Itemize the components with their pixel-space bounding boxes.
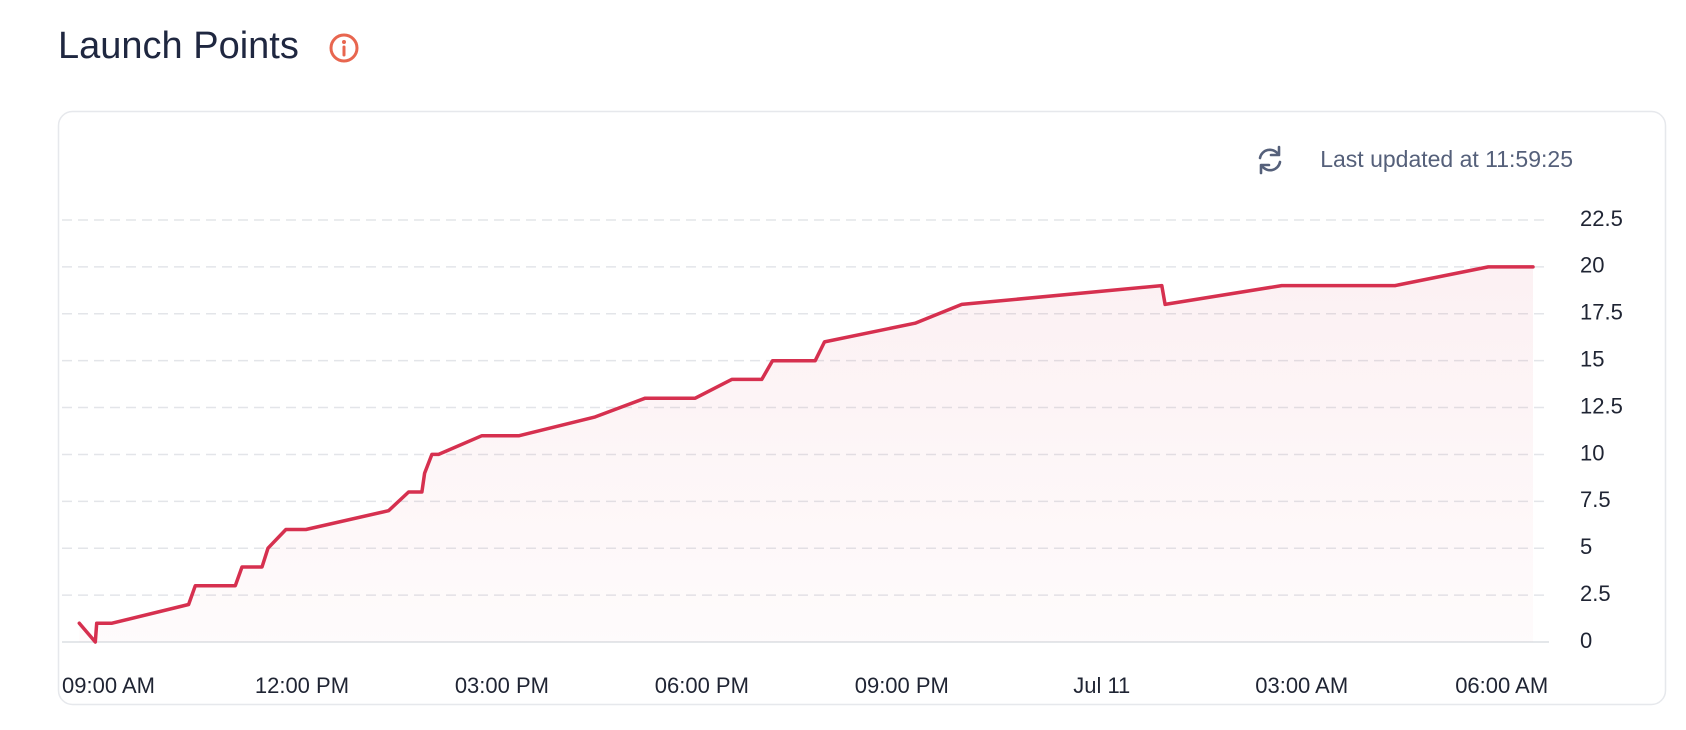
y-tick-label: 5 xyxy=(1580,534,1592,559)
x-tick-label: 06:00 PM xyxy=(655,673,749,698)
y-tick-label: 0 xyxy=(1580,628,1592,653)
x-tick-label: 09:00 PM xyxy=(855,673,949,698)
chart-title: Launch Points xyxy=(58,25,299,67)
y-tick-label: 17.5 xyxy=(1580,300,1623,325)
y-tick-label: 7.5 xyxy=(1580,487,1611,512)
y-tick-label: 22.5 xyxy=(1580,206,1623,231)
x-tick-label: Jul 11 xyxy=(1073,673,1130,698)
area-fill xyxy=(79,266,1533,642)
x-tick-label: 03:00 PM xyxy=(455,673,549,698)
y-tick-label: 10 xyxy=(1580,440,1604,465)
y-tick-label: 12.5 xyxy=(1580,393,1623,418)
x-tick-label: 06:00 AM xyxy=(1455,673,1548,698)
line xyxy=(77,265,1535,644)
y-tick-label: 15 xyxy=(1580,346,1604,371)
x-tick-label: 03:00 AM xyxy=(1255,673,1348,698)
refresh-icon[interactable] xyxy=(1258,145,1282,175)
x-tick-label: 12:00 PM xyxy=(255,673,349,698)
last-updated: Last updated at 11:59:25 xyxy=(1320,146,1573,172)
x-tick-label: 09:00 AM xyxy=(62,673,155,698)
info-icon[interactable] xyxy=(329,33,359,63)
y-tick-label: 2.5 xyxy=(1580,581,1611,606)
y-tick-label: 20 xyxy=(1580,253,1604,278)
